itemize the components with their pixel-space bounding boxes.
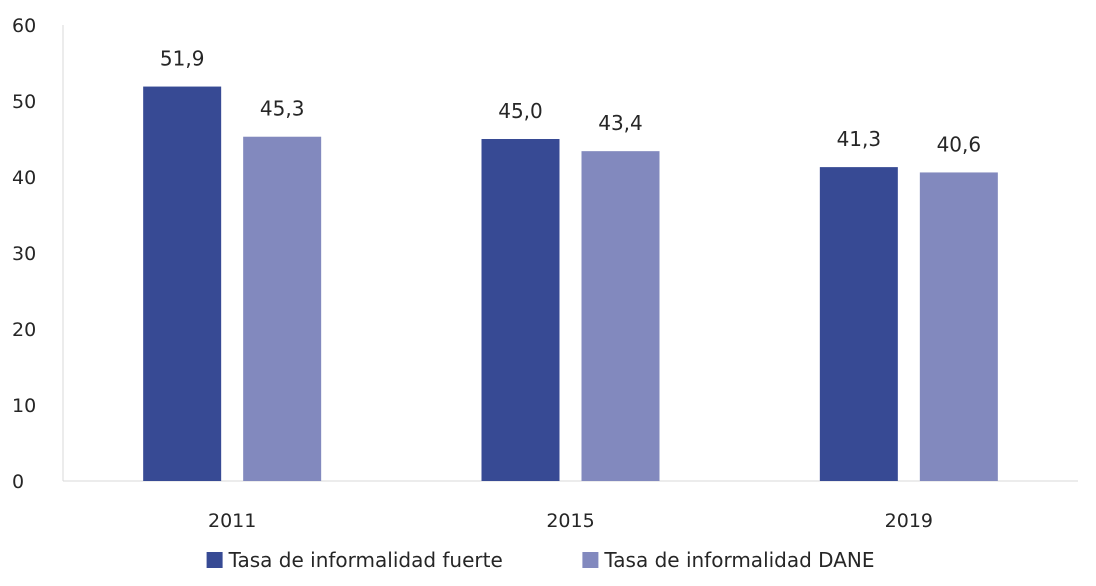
data-label: 45,0 — [498, 99, 543, 123]
y-tick-label: 50 — [12, 91, 36, 113]
legend-swatch — [582, 552, 599, 568]
bar — [143, 86, 222, 481]
bar — [819, 167, 898, 481]
data-label: 41,3 — [837, 127, 882, 151]
y-tick-label: 10 — [12, 395, 36, 417]
y-tick-label: 30 — [12, 243, 36, 265]
bars: 51,9 45,3 45,0 43,4 41,3 40,6 — [143, 47, 998, 481]
legend: Tasa de informalidad fuerte Tasa de infor… — [206, 548, 875, 572]
legend-label: Tasa de informalidad DANE — [603, 548, 874, 572]
y-tick-label: 40 — [12, 167, 36, 189]
bar — [481, 139, 560, 481]
y-axis: 0 10 20 30 40 50 60 — [12, 15, 64, 493]
data-label: 51,9 — [160, 47, 205, 71]
legend-swatch — [206, 552, 223, 568]
data-label: 43,4 — [598, 111, 643, 135]
y-tick-label: 60 — [12, 15, 36, 37]
x-axis: 2011 2015 2019 — [63, 480, 1078, 532]
legend-label: Tasa de informalidad fuerte — [228, 548, 503, 572]
x-tick-label: 2019 — [885, 510, 933, 532]
data-label: 40,6 — [937, 132, 982, 156]
bar — [581, 151, 660, 481]
x-tick-label: 2015 — [546, 510, 594, 532]
x-tick-label: 2011 — [208, 510, 256, 532]
bar — [243, 136, 322, 481]
y-tick-label: 0 — [12, 471, 24, 493]
bar — [919, 172, 998, 481]
data-label: 45,3 — [260, 97, 305, 121]
y-tick-label: 20 — [12, 319, 36, 341]
